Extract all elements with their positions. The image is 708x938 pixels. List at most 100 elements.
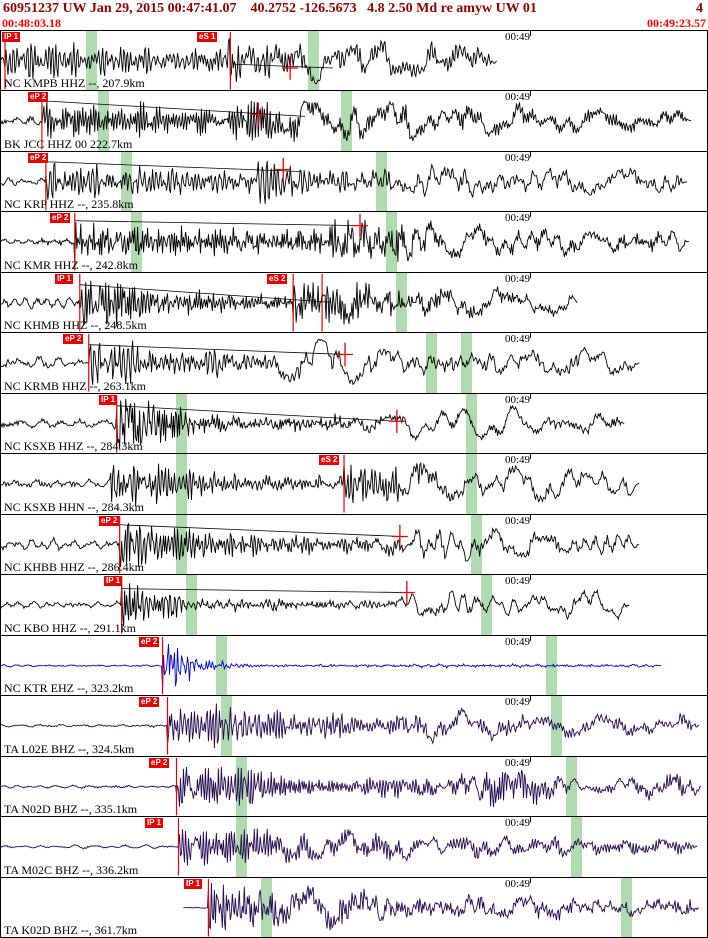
waveform-canvas[interactable] <box>1 877 707 937</box>
waveform-canvas[interactable] <box>1 151 707 211</box>
waveform-canvas[interactable] <box>1 31 707 90</box>
trace-panel-7[interactable]: IP 1 00:49 NC KSXB HHZ --, 284.3km <box>1 392 707 454</box>
station-label: BK JCC HHZ 00 222.7km <box>4 136 133 151</box>
waveform-canvas[interactable] <box>1 212 707 271</box>
trace-panel-8[interactable]: eS 2 00:49 NC KSXB HHN --, 284.3km <box>1 453 707 514</box>
station-label: TA N02D BHZ --, 335.1km <box>4 802 138 817</box>
phase-window-band <box>571 817 582 877</box>
minute-tick-label: 00:49 <box>504 454 530 467</box>
phase-window-band <box>481 575 492 635</box>
trace-panel-13[interactable]: eP 2 00:49 TA N02D BHZ --, 335.1km <box>1 755 707 817</box>
event-flag: 4 <box>696 1 703 16</box>
phase-window-band <box>471 514 482 575</box>
minute-tick-label: 00:49 <box>504 151 530 164</box>
waveform-canvas[interactable] <box>1 635 707 695</box>
waveform-canvas[interactable] <box>1 333 707 392</box>
coda-decay-line <box>116 405 397 422</box>
phase-window-band <box>551 696 562 756</box>
phase-pick-label[interactable]: eP 2 <box>149 757 170 768</box>
phase-window-band <box>308 31 319 91</box>
waveform-canvas[interactable] <box>1 696 707 755</box>
trace-panel-5[interactable]: IP 1 eS 2 00:49 NC KHMB HHZ --, 248.5km <box>1 271 707 333</box>
coda-decay-line <box>119 524 400 537</box>
seismogram-trace <box>1 398 625 449</box>
station-label: TA L02E BHZ --, 324.5km <box>4 741 135 756</box>
seismogram-trace <box>183 882 700 930</box>
trace-panel-1[interactable]: IP 1 eS 1 00:49 NC KMPB HHZ --, 207.9km <box>1 30 707 91</box>
waveform-canvas[interactable] <box>1 817 707 876</box>
seismogram-trace <box>1 160 688 204</box>
time-range-bar: 00:48:03.18 00:49:23.57 <box>0 17 708 30</box>
minute-tick-label: 00:49 <box>504 91 530 104</box>
phase-window-band <box>176 514 187 575</box>
minute-tick-label: 00:49 <box>504 212 530 225</box>
phase-pick-label[interactable]: eP 2 <box>28 152 49 163</box>
seismogram-trace <box>1 703 700 749</box>
event-summary: 60951237 UW Jan 29, 2015 00:47:41.07 40.… <box>3 1 537 16</box>
window-end-time: 00:49:23.57 <box>647 16 706 30</box>
trace-panel-3[interactable]: eP 2 00:49 NC KRP HHZ --, 235.8km <box>1 150 707 212</box>
phase-window-band <box>261 877 272 938</box>
seismogram-trace <box>1 643 662 689</box>
coda-decay-line <box>45 161 301 172</box>
coda-decay-line <box>88 344 346 356</box>
phase-pick-label[interactable]: IP 1 <box>55 273 74 284</box>
station-label: TA M02C BHZ --, 336.2km <box>4 862 139 877</box>
phase-pick-label[interactable]: eP 2 <box>63 334 84 345</box>
trace-panel-12[interactable]: eP 2 00:49 TA L02E BHZ --, 324.5km <box>1 695 707 756</box>
waveform-canvas[interactable] <box>1 454 707 513</box>
coda-decay-line <box>79 284 331 303</box>
trace-panel-list: IP 1 eS 1 00:49 NC KMPB HHZ --, 207.9km eP 2… <box>0 30 708 938</box>
phase-pick-label[interactable]: eP 2 <box>139 636 160 647</box>
minute-tick-label: 00:49 <box>504 333 530 346</box>
waveform-canvas[interactable] <box>1 272 707 332</box>
waveform-canvas[interactable] <box>1 393 707 453</box>
trace-panel-11[interactable]: eP 2 00:49 NC KTR EHZ --, 323.2km <box>1 634 707 696</box>
phase-pick-label[interactable]: IP 1 <box>2 32 21 42</box>
trace-panel-6[interactable]: eP 2 00:49 NC KRMB HHZ --, 263.1km <box>1 332 707 393</box>
trace-panel-15[interactable]: IP 1 00:49 TA K02D BHZ --, 361.7km <box>1 876 707 938</box>
seismogram-trace <box>1 521 640 567</box>
phase-window-band <box>341 91 352 151</box>
trace-panel-2[interactable]: eP 2 00:49 BK JCC HHZ 00 222.7km <box>1 90 707 151</box>
phase-pick-label[interactable]: eP 2 <box>28 92 49 103</box>
phase-pick-label[interactable]: IP 1 <box>104 576 123 587</box>
event-header: 60951237 UW Jan 29, 2015 00:47:41.07 40.… <box>0 0 708 17</box>
phase-pick-label[interactable]: eS 2 <box>267 273 288 284</box>
station-label: NC KHBB HHZ --, 286.4km <box>4 560 144 575</box>
seismogram-trace <box>1 38 497 85</box>
phase-pick-label[interactable]: IP 1 <box>145 818 164 829</box>
phase-pick-label[interactable]: eP 2 <box>50 213 71 224</box>
waveform-canvas[interactable] <box>1 91 707 150</box>
trace-panel-4[interactable]: eP 2 00:49 NC KMR HHZ --, 242.8km <box>1 211 707 272</box>
seismogram-trace <box>1 339 640 386</box>
station-label: NC KMPB HHZ --, 207.9km <box>4 76 145 91</box>
phase-pick-label[interactable]: eP 2 <box>139 697 160 708</box>
trace-panel-10[interactable]: IP 1 00:49 NC KBO HHZ --, 291.1km <box>1 574 707 635</box>
phase-pick-label[interactable]: eS 1 <box>197 32 218 42</box>
window-start-time: 00:48:03.18 <box>2 16 61 30</box>
phase-window-band <box>221 696 232 756</box>
seismogram-trace <box>1 583 630 627</box>
coda-decay-line <box>74 220 360 227</box>
station-label: NC KTR EHZ --, 323.2km <box>4 681 134 696</box>
seismogram-trace <box>1 219 690 264</box>
phase-pick-label[interactable]: IP 1 <box>99 394 118 405</box>
trace-panel-14[interactable]: IP 1 00:49 TA M02C BHZ --, 336.2km <box>1 816 707 877</box>
seismogram-trace <box>1 100 692 143</box>
station-label: NC KHMB HHZ --, 248.5km <box>4 318 147 333</box>
minute-tick-label: 00:49 <box>504 877 530 890</box>
minute-tick-label: 00:49 <box>504 696 530 709</box>
minute-tick-label: 00:49 <box>504 756 530 769</box>
waveform-canvas[interactable] <box>1 756 707 816</box>
minute-tick-label: 00:49 <box>504 635 530 648</box>
phase-pick-label[interactable]: IP 1 <box>184 878 203 889</box>
waveform-canvas[interactable] <box>1 514 707 574</box>
coda-decay-line <box>41 100 306 118</box>
trace-panel-9[interactable]: eP 2 00:49 NC KHBB HHZ --, 286.4km <box>1 513 707 575</box>
station-label: NC KBO HHZ --, 291.1km <box>4 620 136 635</box>
station-label: NC KMR HHZ --, 242.8km <box>4 257 138 272</box>
phase-pick-label[interactable]: eS 2 <box>319 455 340 466</box>
phase-pick-label[interactable]: eP 2 <box>99 515 120 526</box>
phase-window-band <box>466 393 477 454</box>
